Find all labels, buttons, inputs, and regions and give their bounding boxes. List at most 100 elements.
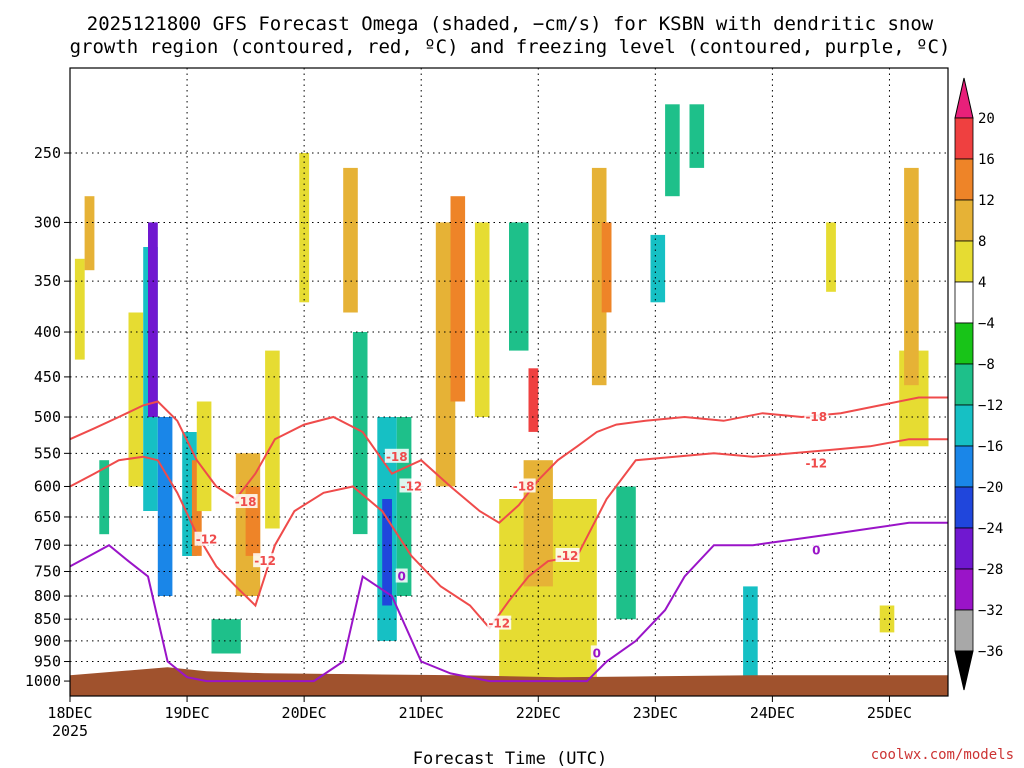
ytick-label-400: 400 <box>34 323 61 341</box>
omega-patch-15 <box>343 167 358 313</box>
colorbar-label-1: 16 <box>978 152 995 168</box>
omega-patch-21 <box>450 196 466 402</box>
contour-label-bg-red-5 <box>233 494 258 509</box>
contour-label-red-6: -12 <box>196 533 218 547</box>
colorbar-label-4: 4 <box>978 275 986 291</box>
xtick-label-6: 24DEC <box>750 704 795 722</box>
colorbar-label-3: 8 <box>978 234 986 250</box>
colorbar: 20 16 12 8 4 −4 −8 −12 −16 −20 −24 −28 −32 −36 <box>954 77 1003 691</box>
y-axis-ticks: 250 300 350 400 450 500 550 600 650 700 750 800 850 9… <box>25 144 70 690</box>
ytick-label-850: 850 <box>34 610 61 628</box>
xtick-label-7: 25DEC <box>867 704 912 722</box>
contour-label-bg-red-4 <box>487 615 512 630</box>
colorbar-label-0: 20 <box>978 111 995 127</box>
omega-patch-3 <box>128 312 144 487</box>
xtick-label-2: 20DEC <box>282 704 327 722</box>
x-axis-label: Forecast Time (UTC) <box>413 749 607 768</box>
colorbar-band-9 <box>954 445 974 488</box>
ytick-label-1000: 1000 <box>25 672 61 690</box>
omega-patch-9 <box>196 401 212 512</box>
contour-purple-0 <box>69 521 948 683</box>
colorbar-label-10: −24 <box>978 521 1003 537</box>
colorbar-label-6: −8 <box>978 357 995 373</box>
colorbar-label-11: −28 <box>978 562 1003 578</box>
omega-patch-22 <box>474 222 490 417</box>
omega-patch-0 <box>74 258 85 360</box>
ytick-label-600: 600 <box>34 477 61 495</box>
omega-shading <box>74 104 929 696</box>
omega-patch-32 <box>689 104 705 168</box>
omega-patch-34 <box>826 222 836 292</box>
contour-label-red-9: -12 <box>805 457 827 471</box>
omega-patch-29 <box>616 486 636 620</box>
title-line-1: 2025121800 GFS Forecast Omega (shaded, −… <box>87 13 934 35</box>
xtick-label-4: 22DEC <box>516 704 561 722</box>
contour-labels: -18 -12 -18 -12 -12 -18 -12 -12 -18 -12 0 0 0 <box>194 409 829 660</box>
colorbar-bottom-arrow <box>954 650 974 691</box>
omega-patch-2 <box>99 460 110 535</box>
contour-label-red-5: -18 <box>235 495 257 509</box>
contour-red-minus12 <box>69 438 948 630</box>
colorbar-label-8: −16 <box>978 439 1003 455</box>
omega-patch-20 <box>435 222 456 487</box>
colorbar-label-2: 12 <box>978 193 995 209</box>
omega-patch-8 <box>191 460 202 556</box>
plot-frame <box>69 67 949 697</box>
xtick-label-5: 23DEC <box>633 704 678 722</box>
contour-label-bg-purple-1 <box>590 645 603 660</box>
colorbar-label-13: −36 <box>978 644 1003 660</box>
omega-patch-16 <box>352 332 368 535</box>
title: 2025121800 GFS Forecast Omega (shaded, −… <box>70 13 951 58</box>
omega-patch-10 <box>211 619 241 654</box>
contour-label-bg-red-2 <box>511 478 536 493</box>
omega-patch-30 <box>650 234 666 303</box>
colorbar-top-arrow <box>954 77 974 119</box>
ytick-label-950: 950 <box>34 653 61 671</box>
omega-patch-27 <box>591 167 607 386</box>
contour-label-red-2: -18 <box>513 479 535 493</box>
omega-patch-28 <box>601 222 612 313</box>
colorbar-label-9: −20 <box>978 480 1003 496</box>
contour-label-red-4: -12 <box>488 617 510 631</box>
omega-patch-37 <box>879 605 895 633</box>
contour-label-bg-red-0 <box>384 448 409 463</box>
title-line-2: growth region (contoured, red, ºC) and f… <box>70 36 951 58</box>
ytick-label-250: 250 <box>34 144 61 162</box>
colorbar-band-5 <box>954 281 974 324</box>
x-axis-year: 2025 <box>52 722 88 740</box>
omega-patch-5 <box>148 222 158 417</box>
colorbar-band-12 <box>954 568 974 611</box>
ytick-label-350: 350 <box>34 272 61 290</box>
omega-patch-18 <box>382 499 392 606</box>
contour-lines <box>69 396 948 683</box>
ytick-label-550: 550 <box>34 444 61 462</box>
contour-label-bg-red-1 <box>399 478 424 493</box>
contour-label-red-1: -12 <box>401 479 423 493</box>
ytick-label-900: 900 <box>34 632 61 650</box>
colorbar-label-12: −32 <box>978 603 1003 619</box>
xtick-label-0: 18DEC <box>47 704 92 722</box>
contour-label-red-0: -18 <box>386 450 408 464</box>
contour-label-bg-red-6 <box>194 531 219 546</box>
colorbar-band-4 <box>954 240 974 283</box>
omega-patch-1 <box>84 196 95 271</box>
xtick-label-1: 19DEC <box>164 704 209 722</box>
contour-label-purple-0: 0 <box>398 570 406 584</box>
ytick-label-750: 750 <box>34 562 61 580</box>
contour-label-bg-red-3 <box>555 547 580 562</box>
contour-label-red-8: -18 <box>805 410 827 424</box>
contour-label-bg-purple-2 <box>810 542 823 557</box>
omega-patch-31 <box>665 104 680 197</box>
colorbar-band-2 <box>954 158 974 201</box>
colorbar-label-7: −12 <box>978 398 1003 414</box>
ytick-label-800: 800 <box>34 587 61 605</box>
colorbar-band-10 <box>954 486 974 529</box>
ytick-label-300: 300 <box>34 213 61 231</box>
ytick-label-500: 500 <box>34 408 61 426</box>
contour-label-bg-purple-0 <box>395 568 408 583</box>
contour-label-purple-1: 0 <box>593 646 601 660</box>
credit-text: coolwx.com/models <box>871 747 1014 763</box>
colorbar-band-1 <box>954 117 974 160</box>
colorbar-band-7 <box>954 363 974 406</box>
